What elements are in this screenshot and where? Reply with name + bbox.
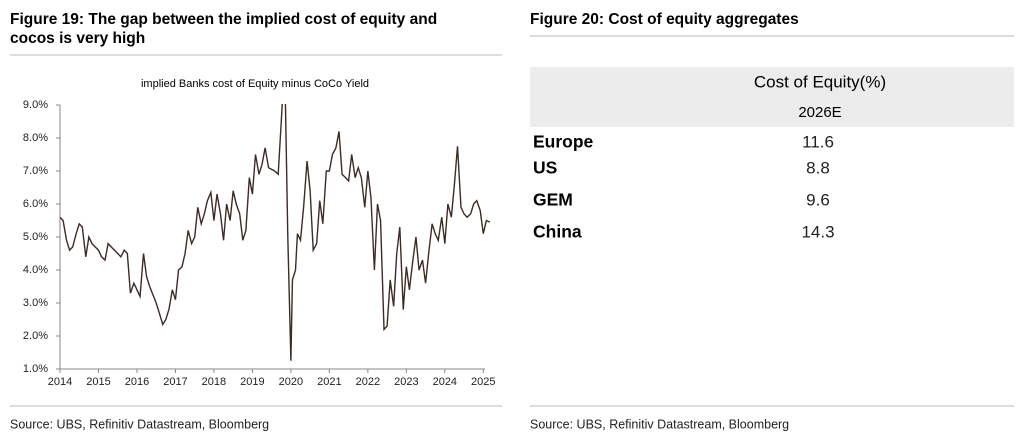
- x-tick-label: 2025: [471, 376, 495, 388]
- figure-heading: Figure 19: The gap between the implied c…: [10, 11, 437, 28]
- x-tick-label: 2021: [317, 376, 341, 388]
- row-label: Europe: [533, 132, 594, 152]
- x-tick-label: 2017: [163, 376, 187, 388]
- table-subheader: 2026E: [798, 104, 841, 121]
- x-tick-label: 2020: [279, 376, 303, 388]
- x-tick-label: 2022: [356, 376, 380, 388]
- chart-title: implied Banks cost of Equity minus CoCo …: [141, 78, 369, 90]
- y-tick-label: 8.0%: [23, 132, 48, 144]
- row-value: 8.8: [806, 158, 830, 177]
- y-tick-label: 1.0%: [23, 363, 48, 375]
- table-header-bg: [530, 67, 1014, 127]
- y-tick-label: 3.0%: [23, 297, 48, 309]
- x-tick-label: 2018: [202, 376, 226, 388]
- table-body: Europe 11.6 US 8.8 GEM 9.6 China 14.3: [533, 132, 835, 242]
- row-value: 14.3: [801, 222, 834, 241]
- source: Source: UBS, Refinitiv Datastream, Bloom…: [530, 417, 789, 431]
- y-tick-label: 2.0%: [23, 330, 48, 342]
- x-tick-label: 2019: [240, 376, 264, 388]
- row-value: 9.6: [806, 190, 830, 209]
- figure-heading: Figure 20: Cost of equity aggregates: [530, 11, 799, 28]
- x-tick-label: 2023: [394, 376, 418, 388]
- y-tick-label: 7.0%: [23, 165, 48, 177]
- table-header: Cost of Equity(%): [754, 72, 886, 91]
- source: Source: UBS, Refinitiv Datastream, Bloom…: [10, 417, 269, 431]
- y-tick-label: 9.0%: [23, 99, 48, 111]
- x-tick-label: 2015: [86, 376, 110, 388]
- row-value: 11.6: [802, 132, 834, 151]
- row-label: China: [533, 222, 582, 242]
- x-tick-label: 2014: [48, 376, 72, 388]
- chart: 1.0% 2.0% 3.0% 4.0% 5.0% 6.0% 7.0% 8.0% 9.0% 2014…: [23, 99, 496, 388]
- y-tick-label: 5.0%: [23, 231, 48, 243]
- y-tick-label: 4.0%: [23, 264, 48, 276]
- x-tick-label: 2024: [433, 376, 457, 388]
- row-label: US: [533, 158, 557, 178]
- figure-heading: cocos is very high: [10, 30, 145, 47]
- x-tick-label: 2016: [125, 376, 149, 388]
- line: [60, 104, 490, 361]
- y-tick-label: 6.0%: [23, 198, 48, 210]
- row-label: GEM: [533, 190, 573, 210]
